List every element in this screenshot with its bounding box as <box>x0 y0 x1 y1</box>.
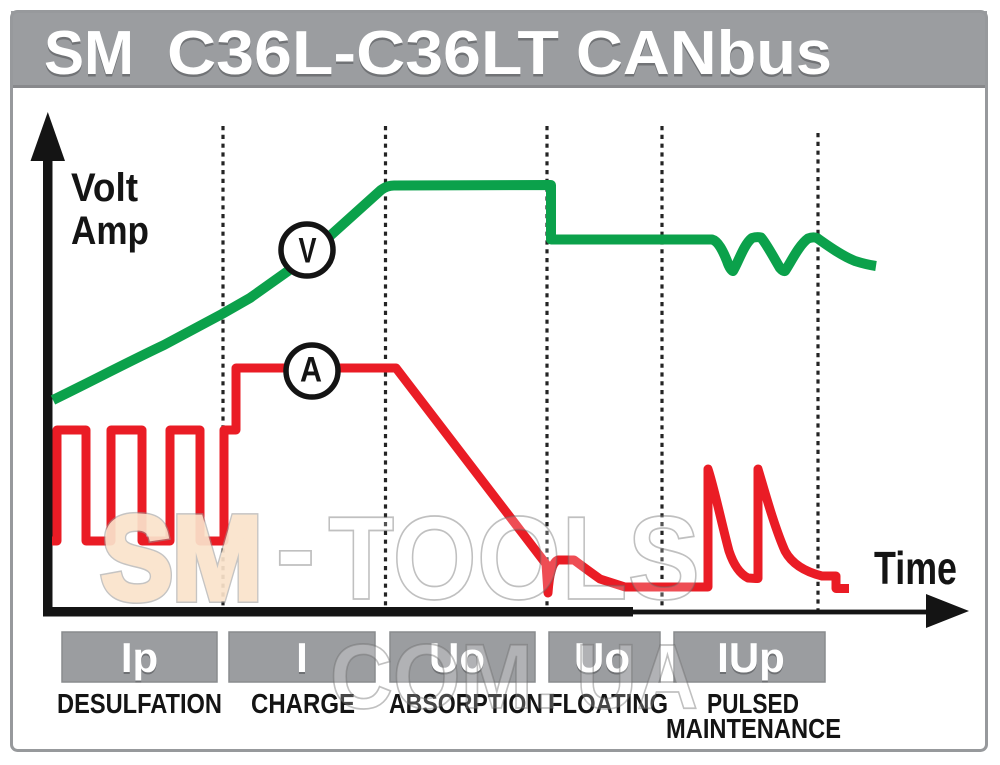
svg-text:IUp: IUp <box>717 634 785 681</box>
svg-text:SM: SM <box>44 19 134 88</box>
svg-text:MAINTENANCE: MAINTENANCE <box>666 713 841 744</box>
svg-text:SM: SM <box>101 492 262 625</box>
svg-text:CANbus: CANbus <box>576 22 832 91</box>
svg-text:C36L-C36LT: C36L-C36LT <box>167 19 559 88</box>
svg-text:A: A <box>300 351 322 390</box>
svg-text:SM: SM <box>44 22 134 91</box>
svg-text:C36L-C36LT: C36L-C36LT <box>167 22 559 91</box>
svg-text:Uo: Uo <box>574 634 630 681</box>
svg-text:PULSED: PULSED <box>707 688 799 719</box>
svg-text:FLOATING: FLOATING <box>548 688 668 719</box>
svg-text:Volt: Volt <box>71 166 138 210</box>
svg-text:I: I <box>296 636 308 683</box>
svg-text:CANbus: CANbus <box>576 19 832 88</box>
svg-text:CHARGE: CHARGE <box>251 688 355 719</box>
svg-text:Ip: Ip <box>121 636 158 683</box>
svg-text:Ip: Ip <box>121 634 158 681</box>
svg-text:Time: Time <box>874 542 957 594</box>
svg-text:.: . <box>534 626 560 728</box>
svg-text:UA: UA <box>576 626 698 728</box>
svg-text:ABSORPTION: ABSORPTION <box>389 688 543 719</box>
svg-text:Uo: Uo <box>574 636 630 683</box>
svg-text:Uo: Uo <box>429 636 485 683</box>
svg-text:DESULFATION: DESULFATION <box>57 688 222 719</box>
svg-text:COM: COM <box>330 626 533 728</box>
svg-text:TOOLS: TOOLS <box>328 492 700 625</box>
svg-text:IUp: IUp <box>717 636 785 683</box>
svg-text:SM: SM <box>101 492 262 625</box>
svg-text:Uo: Uo <box>429 634 485 681</box>
svg-text:V: V <box>299 232 317 271</box>
svg-text:I: I <box>296 634 308 681</box>
svg-text:Amp: Amp <box>71 209 149 253</box>
svg-text:-: - <box>275 482 316 615</box>
